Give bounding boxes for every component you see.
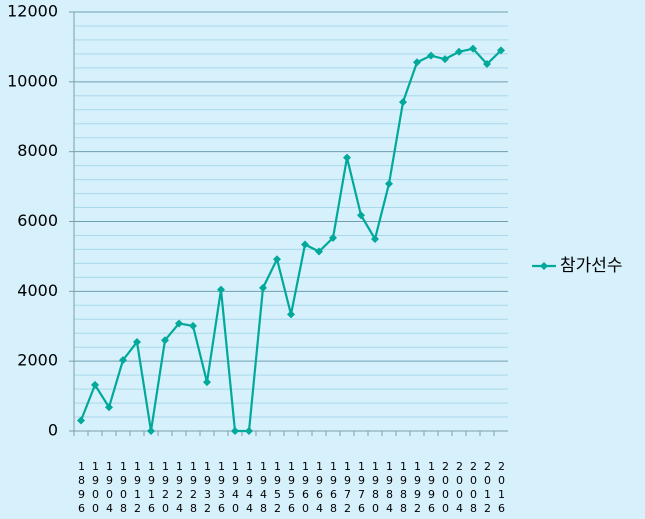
point-marker	[399, 98, 407, 107]
x-tick-label: 1948	[257, 460, 270, 516]
legend-marker	[540, 262, 548, 270]
point-marker	[441, 55, 449, 64]
x-tick-label: 1944	[243, 460, 256, 516]
point-marker	[147, 427, 155, 435]
x-tick-label: 2012	[481, 460, 494, 516]
point-marker	[315, 247, 323, 256]
point-marker	[203, 378, 211, 387]
x-tick-label: 1968	[327, 460, 340, 516]
x-tick-label: 1960	[299, 460, 312, 516]
point-marker	[189, 321, 197, 330]
x-tick-label: 1924	[173, 460, 186, 516]
point-marker	[343, 153, 351, 162]
x-tick-label: 1920	[159, 460, 172, 516]
point-marker	[301, 240, 309, 249]
x-tick-label: 1916	[145, 460, 158, 516]
y-tick-label: 2000	[17, 351, 58, 370]
point-marker	[329, 233, 337, 242]
point-marker	[371, 234, 379, 243]
y-tick-label: 12000	[7, 2, 58, 21]
x-tick-label: 2000	[439, 460, 452, 516]
point-marker	[287, 310, 295, 319]
x-tick-label: 2004	[453, 460, 466, 516]
x-tick-label: 1904	[103, 460, 116, 516]
x-tick-label: 1996	[425, 460, 438, 516]
x-tick-label: 1980	[369, 460, 382, 516]
x-tick-label: 1952	[271, 460, 284, 516]
point-marker	[175, 319, 183, 328]
x-tick-label: 1972	[341, 460, 354, 516]
point-marker	[119, 356, 127, 365]
x-tick-label: 1936	[215, 460, 228, 516]
x-tick-label: 1992	[411, 460, 424, 516]
x-tick-label: 2008	[467, 460, 480, 516]
point-marker	[231, 427, 239, 435]
point-marker	[91, 380, 99, 389]
y-tick-label: 6000	[17, 211, 58, 230]
point-marker	[455, 47, 463, 56]
point-marker	[273, 255, 281, 264]
x-tick-label: 1900	[89, 460, 102, 516]
point-marker	[469, 44, 477, 53]
x-tick-label: 1932	[201, 460, 214, 516]
y-tick-label: 0	[48, 421, 58, 440]
x-tick-label: 1984	[383, 460, 396, 516]
point-marker	[259, 283, 267, 292]
x-tick-label: 1976	[355, 460, 368, 516]
x-tick-label: 2016	[495, 460, 508, 516]
point-marker	[385, 179, 393, 188]
point-marker	[77, 416, 85, 425]
point-marker	[497, 46, 505, 55]
point-marker	[483, 60, 491, 69]
point-marker	[413, 58, 421, 67]
point-marker	[105, 403, 113, 412]
x-tick-label: 1912	[131, 460, 144, 516]
point-marker	[217, 285, 225, 294]
x-tick-label: 1896	[75, 460, 88, 516]
point-marker	[427, 51, 435, 60]
legend-label: 참가선수	[560, 256, 623, 276]
x-tick-label: 1964	[313, 460, 326, 516]
x-tick-label: 1928	[187, 460, 200, 516]
point-marker	[133, 337, 141, 346]
y-tick-label: 10000	[7, 71, 58, 90]
x-tick-label: 1908	[117, 460, 130, 516]
x-tick-label: 1940	[229, 460, 242, 516]
point-marker	[161, 336, 169, 345]
x-tick-label: 1956	[285, 460, 298, 516]
point-marker	[245, 427, 253, 435]
y-tick-label: 4000	[17, 281, 58, 300]
y-tick-label: 8000	[17, 141, 58, 160]
x-tick-label: 1988	[397, 460, 410, 516]
point-marker	[357, 211, 365, 220]
